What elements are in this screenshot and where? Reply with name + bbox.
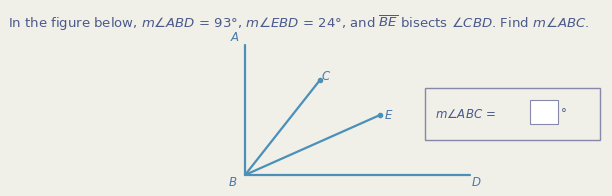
Text: D: D — [471, 177, 480, 190]
Bar — [425, 88, 600, 140]
Text: A: A — [231, 31, 239, 44]
Text: E: E — [384, 109, 392, 122]
Text: B: B — [229, 177, 237, 190]
Bar — [530, 100, 558, 124]
Text: °: ° — [561, 107, 567, 121]
Text: In the figure below, $m\angle ABD$ = 93°, $m\angle EBD$ = 24°, and $\overline{BE: In the figure below, $m\angle ABD$ = 93°… — [8, 14, 589, 33]
Text: C: C — [322, 70, 330, 83]
Text: $m\angle ABC$ =: $m\angle ABC$ = — [435, 107, 497, 121]
